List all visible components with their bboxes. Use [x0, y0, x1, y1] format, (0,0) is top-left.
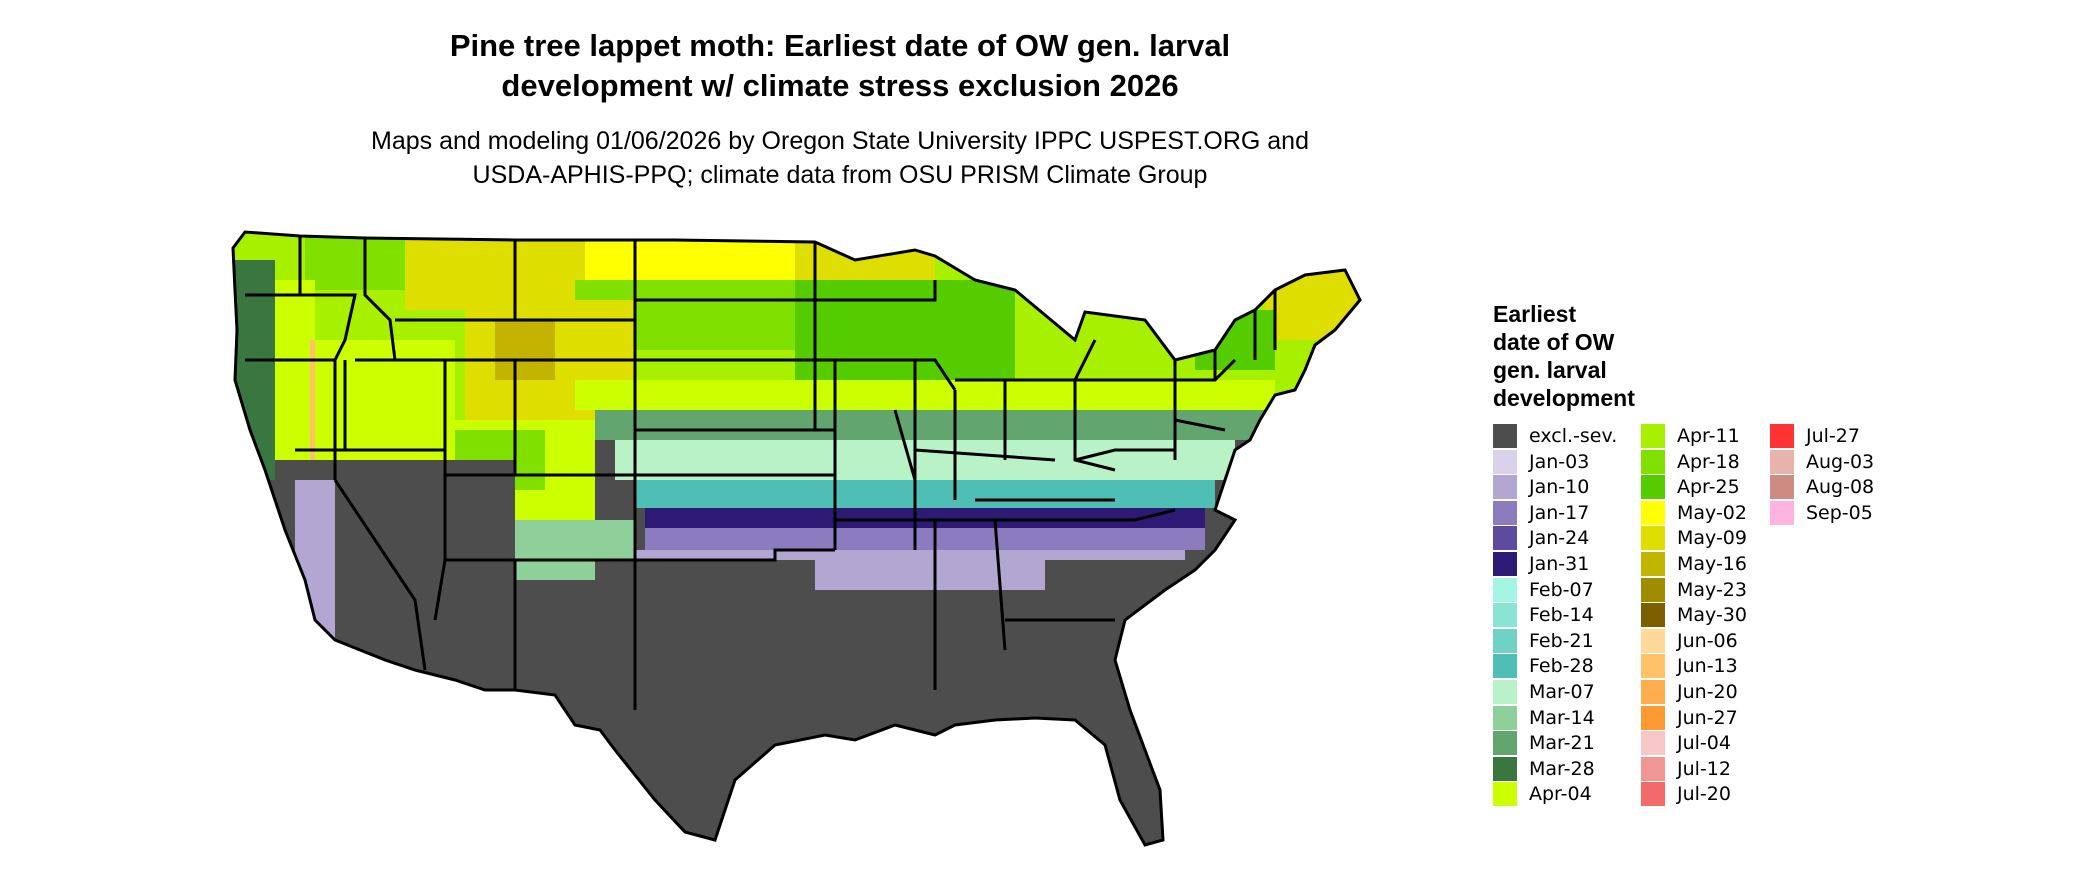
legend-label: Jun-06 [1677, 629, 1738, 652]
legend-label: Jul-27 [1806, 425, 1860, 447]
legend-label: excl.-sev. [1529, 425, 1618, 447]
legend-swatch [1641, 449, 1665, 474]
map-title: Pine tree lappet moth: Earliest date of … [160, 26, 1520, 106]
map-fill-bands [233, 232, 1360, 845]
legend-label: Apr-25 [1677, 476, 1740, 499]
legend-label: Apr-04 [1529, 783, 1592, 806]
legend-label: Feb-21 [1529, 629, 1594, 652]
legend-swatch [1493, 552, 1517, 576]
legend-label: Feb-28 [1529, 655, 1594, 678]
legend-label: Jan-03 [1529, 450, 1590, 473]
legend-swatch [1641, 628, 1665, 653]
legend-swatch [1641, 475, 1665, 500]
legend-swatch [1493, 731, 1517, 756]
legend-swatch [1641, 526, 1665, 551]
legend-swatch [1770, 500, 1794, 525]
legend-label: May-23 [1677, 578, 1747, 601]
legend-swatch [1641, 577, 1665, 602]
state-boundaries [231, 230, 1362, 847]
legend-label: Sep-05 [1806, 501, 1873, 524]
legend-label: Mar-21 [1529, 732, 1595, 755]
legend-label: Apr-18 [1677, 450, 1740, 473]
legend-label: Jan-10 [1529, 476, 1590, 499]
legend-title-line: gen. larval [1493, 357, 1607, 383]
map-title-line-2: development w/ climate stress exclusion … [501, 68, 1179, 103]
legend-swatch [1641, 705, 1665, 730]
legend-swatch [1493, 603, 1517, 628]
legend-label: Mar-07 [1529, 681, 1595, 703]
legend-label: Jul-20 [1677, 783, 1731, 806]
legend-label: Feb-07 [1529, 578, 1594, 601]
legend-swatch [1641, 654, 1665, 679]
legend-swatch [1641, 731, 1665, 756]
legend-swatch [1770, 475, 1794, 500]
legend-title-line: development [1493, 385, 1635, 411]
legend-swatch [1493, 475, 1517, 500]
legend-title-line: date of OW [1493, 329, 1615, 355]
legend-swatch [1493, 628, 1517, 653]
legend-swatch [1493, 705, 1517, 730]
legend-swatch [1641, 500, 1665, 525]
legend-swatch [1493, 654, 1517, 679]
legend-label: Mar-28 [1529, 757, 1595, 780]
legend-label: Jan-24 [1529, 527, 1590, 550]
legend-swatch [1493, 449, 1517, 474]
legend-label: Aug-03 [1806, 450, 1875, 473]
legend-swatch [1641, 680, 1665, 704]
map-subtitle: Maps and modeling 01/06/2026 by Oregon S… [160, 124, 1520, 192]
map-subtitle-line-1: Maps and modeling 01/06/2026 by Oregon S… [371, 127, 1309, 155]
legend-label: May-02 [1677, 501, 1747, 524]
legend-swatch [1493, 577, 1517, 602]
legend-swatch [1493, 680, 1517, 704]
legend-swatch [1641, 782, 1665, 807]
legend-title-line: Earliest [1493, 301, 1577, 327]
legend-label: Jun-13 [1677, 655, 1738, 678]
legend-title: Earliest date of OW gen. larval developm… [1493, 300, 1635, 412]
legend-swatch [1493, 500, 1517, 525]
legend-swatch [1770, 424, 1794, 448]
legend-label: Jun-27 [1677, 706, 1738, 729]
legend-swatch [1493, 424, 1517, 448]
legend-swatch [1493, 526, 1517, 551]
legend-swatch [1641, 756, 1665, 781]
legend-swatch [1770, 449, 1794, 474]
legend-label: Feb-14 [1529, 604, 1594, 627]
legend-label: May-09 [1677, 527, 1747, 550]
us-map-svg [231, 230, 1362, 847]
legend-label: Apr-11 [1677, 425, 1740, 447]
map-subtitle-line-2: USDA-APHIS-PPQ; climate data from OSU PR… [472, 161, 1208, 189]
legend-swatch [1641, 603, 1665, 628]
legend-label: Jan-31 [1529, 553, 1590, 575]
map-title-line-1: Pine tree lappet moth: Earliest date of … [449, 28, 1231, 63]
legend-label: Aug-08 [1806, 476, 1875, 499]
legend-label: May-16 [1677, 553, 1747, 575]
legend-label: Jul-12 [1677, 757, 1731, 780]
legend-label: May-30 [1677, 604, 1747, 627]
legend-label: Jun-20 [1677, 681, 1738, 703]
legend-label: Jan-17 [1529, 501, 1590, 524]
legend-swatch [1493, 756, 1517, 781]
legend-swatch [1641, 424, 1665, 448]
us-map [215, 220, 1465, 860]
legend-swatch [1641, 552, 1665, 576]
legend-swatch [1493, 782, 1517, 807]
legend-label: Jul-04 [1677, 732, 1731, 755]
legend-label: Mar-14 [1529, 706, 1595, 729]
